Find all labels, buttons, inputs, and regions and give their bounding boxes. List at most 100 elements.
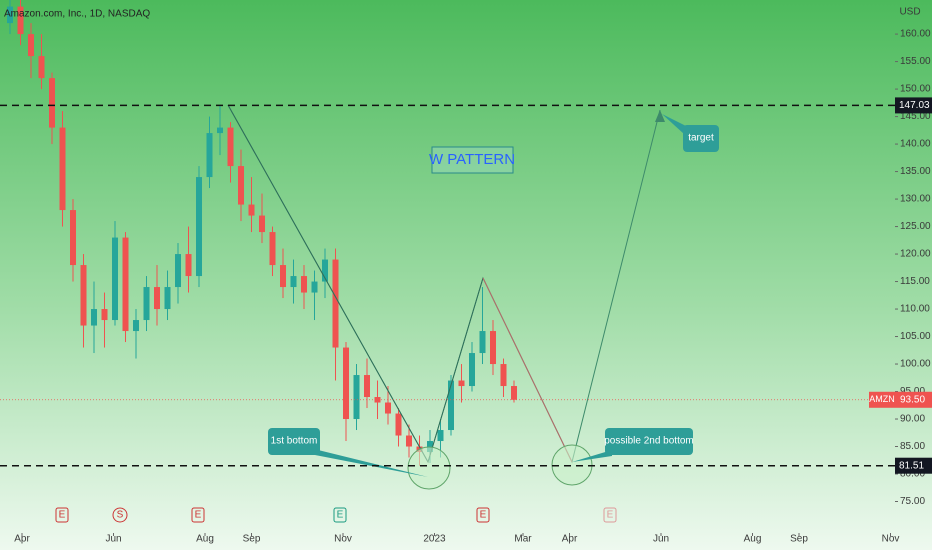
y-tick-label: 75.00 — [900, 496, 925, 507]
x-tick-label: Apr — [562, 534, 578, 545]
callout-tail — [572, 450, 612, 462]
event-label: E — [337, 510, 344, 521]
y-tick-label: 125.00 — [900, 221, 931, 232]
x-tick-label: Sep — [243, 534, 261, 545]
candle-body — [353, 375, 360, 420]
candle-body — [448, 380, 455, 431]
callout — [683, 125, 719, 152]
y-tick-label: 85.00 — [900, 441, 925, 452]
callout-tail — [310, 448, 428, 477]
callout — [268, 428, 320, 455]
event-icon — [55, 507, 69, 523]
event-icon — [603, 507, 617, 523]
y-tick-label: 95.00 — [900, 386, 925, 397]
currency: USD — [899, 7, 920, 18]
candle-body — [17, 6, 24, 35]
y-tick-label: 155.00 — [900, 56, 931, 67]
x-tick-label: Apr — [14, 534, 30, 545]
candle-body — [395, 413, 402, 436]
candle-body — [385, 402, 392, 414]
event-icon — [476, 507, 490, 523]
candle-body — [500, 364, 507, 387]
candle-body — [259, 215, 266, 233]
callout-text: 1st bottom — [271, 436, 318, 447]
candle-body — [80, 265, 87, 326]
y-tick-label: 160.00 — [900, 29, 931, 40]
candle-body — [91, 309, 98, 326]
y-tick-label: 140.00 — [900, 139, 931, 150]
x-tick-label: 2023 — [423, 534, 446, 545]
event-icon — [191, 507, 205, 523]
candle-body — [248, 204, 255, 216]
candle-body — [49, 78, 56, 128]
w-pattern-line — [482, 277, 573, 463]
level-tag — [895, 457, 932, 474]
candle-body — [7, 6, 14, 24]
x-tick-label: Mar — [514, 534, 532, 545]
bottom-circle — [407, 446, 451, 490]
y-tick-label: 110.00 — [900, 304, 930, 315]
level-tag — [895, 97, 932, 114]
x-tick-label: Sep — [790, 534, 808, 545]
y-tick-label: 130.00 — [900, 194, 931, 205]
candle-body — [511, 386, 518, 400]
event-label: S — [117, 510, 124, 521]
candle-body — [164, 287, 171, 310]
event-label: E — [195, 510, 202, 521]
candle-body — [185, 254, 192, 277]
candle-body — [59, 127, 66, 211]
candle-body — [343, 347, 350, 420]
candle-body — [154, 287, 161, 310]
y-tick-label: 80.00 — [900, 469, 925, 480]
y-tick-label: 105.00 — [900, 331, 931, 342]
candle-body — [458, 380, 465, 387]
candle-body — [374, 397, 381, 403]
candle-body — [280, 265, 287, 288]
candle-body — [269, 232, 276, 266]
candle-body — [311, 281, 318, 293]
candle-body — [38, 56, 45, 79]
candle-body — [238, 166, 245, 205]
candle-body — [364, 375, 371, 398]
candle-body — [332, 259, 339, 348]
y-tick-label: 145.00 — [900, 111, 931, 122]
candle-body — [122, 237, 129, 332]
x-tick-label: Aug — [196, 534, 214, 545]
event-icon — [333, 507, 347, 523]
candle-body — [70, 210, 77, 266]
x-tick-label: Nov — [334, 534, 352, 545]
y-tick-label: 90.00 — [900, 414, 925, 425]
candle-body — [301, 276, 308, 293]
candle-body — [196, 177, 203, 277]
title: Amazon.com, Inc., 1D, NASDAQ — [4, 9, 150, 20]
candle-body — [175, 254, 182, 288]
last-price-tag — [895, 391, 932, 408]
event-label: E — [480, 510, 487, 521]
candle-body — [406, 435, 413, 447]
event-icon — [112, 507, 128, 523]
candle-body — [206, 133, 213, 178]
pattern-label: W PATTERN — [429, 151, 515, 168]
event-label: E — [59, 510, 66, 521]
level-tag-label: 147.03 — [899, 100, 930, 111]
level-tag-label: 81.51 — [899, 460, 924, 471]
y-tick-label: 150.00 — [900, 84, 931, 95]
callout-text: possible 2nd bottom — [604, 436, 694, 447]
plot — [7, 0, 518, 466]
y-tick-label: 135.00 — [900, 166, 931, 177]
last-price-label: 93.50 — [900, 394, 925, 405]
x-tick-label: Aug — [744, 534, 762, 545]
candle-body — [322, 259, 329, 282]
pattern-box — [431, 146, 514, 174]
candle-body — [227, 127, 234, 167]
event-label: E — [607, 510, 614, 521]
y-tick-label: 100.00 — [900, 359, 931, 370]
candle-body — [112, 237, 119, 321]
candle-body — [437, 430, 444, 442]
x-tick-label: Jun — [105, 534, 121, 545]
candle-body — [490, 331, 497, 365]
candle-body — [479, 331, 486, 354]
candle-body — [28, 34, 35, 57]
y-tick-label: 115.00 — [900, 276, 930, 287]
